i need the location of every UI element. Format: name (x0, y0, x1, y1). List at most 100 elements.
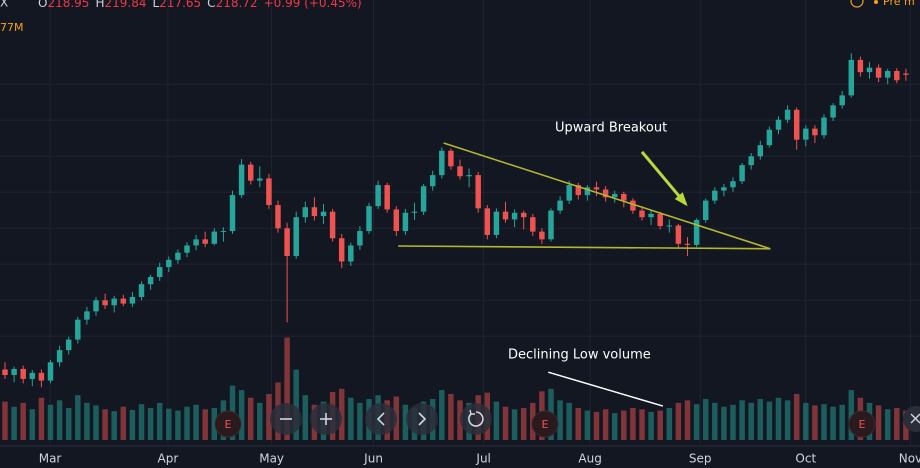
volume-bar (129, 409, 136, 440)
candle-body (875, 67, 882, 78)
volume-bar (102, 409, 108, 440)
scroll-right-button[interactable] (406, 403, 438, 435)
legend-header: X O218.95 H219.84 L217.65 C218.72 +0.99 (+0.… (0, 0, 915, 34)
session-icon (850, 0, 864, 8)
candle-body (275, 205, 281, 229)
candle-body (357, 231, 363, 246)
candle-body (630, 200, 636, 211)
candle-body (693, 219, 700, 245)
x-tick-label: Aug (578, 452, 601, 466)
candle-body (75, 319, 81, 340)
candle-body (375, 185, 381, 207)
earnings-badge[interactable]: E (848, 410, 876, 438)
earnings-badge[interactable]: E (531, 410, 559, 438)
volume-bar (675, 402, 682, 440)
candle-body (448, 150, 454, 167)
volume-trendline (548, 371, 664, 407)
volume-bar (784, 400, 791, 440)
scroll-left-button[interactable] (365, 403, 397, 435)
volume-bar (2, 401, 8, 440)
candle-body (484, 208, 491, 235)
annotation: Declining Low volume (508, 348, 651, 363)
candle-body (812, 128, 818, 136)
volume-bar (502, 406, 509, 440)
symbol: X (0, 0, 8, 10)
volume-bar (757, 399, 764, 440)
volume-bar (584, 410, 591, 440)
candle-body (602, 189, 609, 198)
candle-body (748, 156, 754, 166)
candle-body (821, 117, 827, 136)
trendline (398, 245, 771, 250)
candle-body (329, 211, 336, 239)
candle-body (830, 105, 836, 118)
candle-body (493, 211, 500, 235)
zoom-in-button[interactable] (310, 403, 342, 435)
volume-bar (338, 388, 345, 440)
price-pane (2, 53, 909, 388)
volume-bar (65, 408, 72, 440)
volume-bar (894, 408, 900, 440)
volume-bar (721, 406, 727, 440)
candle-body (29, 372, 36, 379)
candle-body (238, 164, 245, 196)
candle-body (839, 95, 845, 106)
candle-body (166, 259, 172, 268)
volume-bar (284, 337, 290, 440)
close-button[interactable] (903, 406, 920, 432)
candle-body (584, 187, 591, 196)
reset-button[interactable] (460, 403, 492, 435)
volume-bar (75, 395, 81, 440)
candle-body (247, 164, 254, 181)
ohlc-value: 218.95 (47, 0, 89, 10)
candle-body (666, 225, 673, 227)
earnings-badge[interactable]: E (214, 410, 242, 438)
candle-body (193, 239, 199, 246)
volume-bar (511, 409, 518, 440)
volume-bar (657, 410, 663, 440)
volume-bar (202, 409, 208, 440)
x-tick-label: Oct (795, 452, 816, 466)
candle-body (548, 210, 554, 240)
volume-bar (830, 406, 836, 440)
volume-bar (175, 410, 181, 440)
earnings-label: E (859, 418, 866, 431)
candle-body (721, 187, 727, 191)
candle-body (857, 59, 864, 73)
candle-body (65, 339, 72, 351)
candle-body (120, 298, 127, 304)
ohlc-key: L (152, 0, 159, 10)
candle-body (712, 190, 718, 201)
ohlc-value: 217.65 (159, 0, 201, 10)
volume-bar (693, 404, 700, 440)
ohlc-key: H (95, 0, 104, 10)
volume-bar (821, 404, 827, 440)
volume-bar (84, 402, 90, 440)
session-label: Pre m (883, 0, 915, 8)
volume-bar (566, 402, 572, 440)
change: +0.99 (+0.45%) (264, 0, 362, 10)
volume-bar (247, 397, 254, 440)
candle-body (147, 277, 154, 285)
candle-body (56, 350, 63, 363)
candle-body (47, 362, 54, 381)
candle-body (866, 67, 873, 73)
x-tick-label: May (259, 452, 284, 466)
candle-body (129, 296, 136, 304)
volume-bar (793, 393, 800, 440)
volume-bar (193, 404, 199, 440)
candle-body (266, 178, 272, 206)
candle-body (293, 217, 299, 256)
trendline (443, 142, 771, 250)
ohlc-value: 219.84 (104, 0, 146, 10)
volume-bar (493, 401, 500, 440)
zoom-out-button[interactable] (270, 403, 302, 435)
candle-body (229, 195, 236, 232)
candle-body (639, 210, 645, 218)
session-dot (874, 0, 878, 4)
candle-body (366, 206, 372, 232)
x-tick-label: Jul (475, 452, 490, 466)
volume-bar (748, 402, 754, 440)
